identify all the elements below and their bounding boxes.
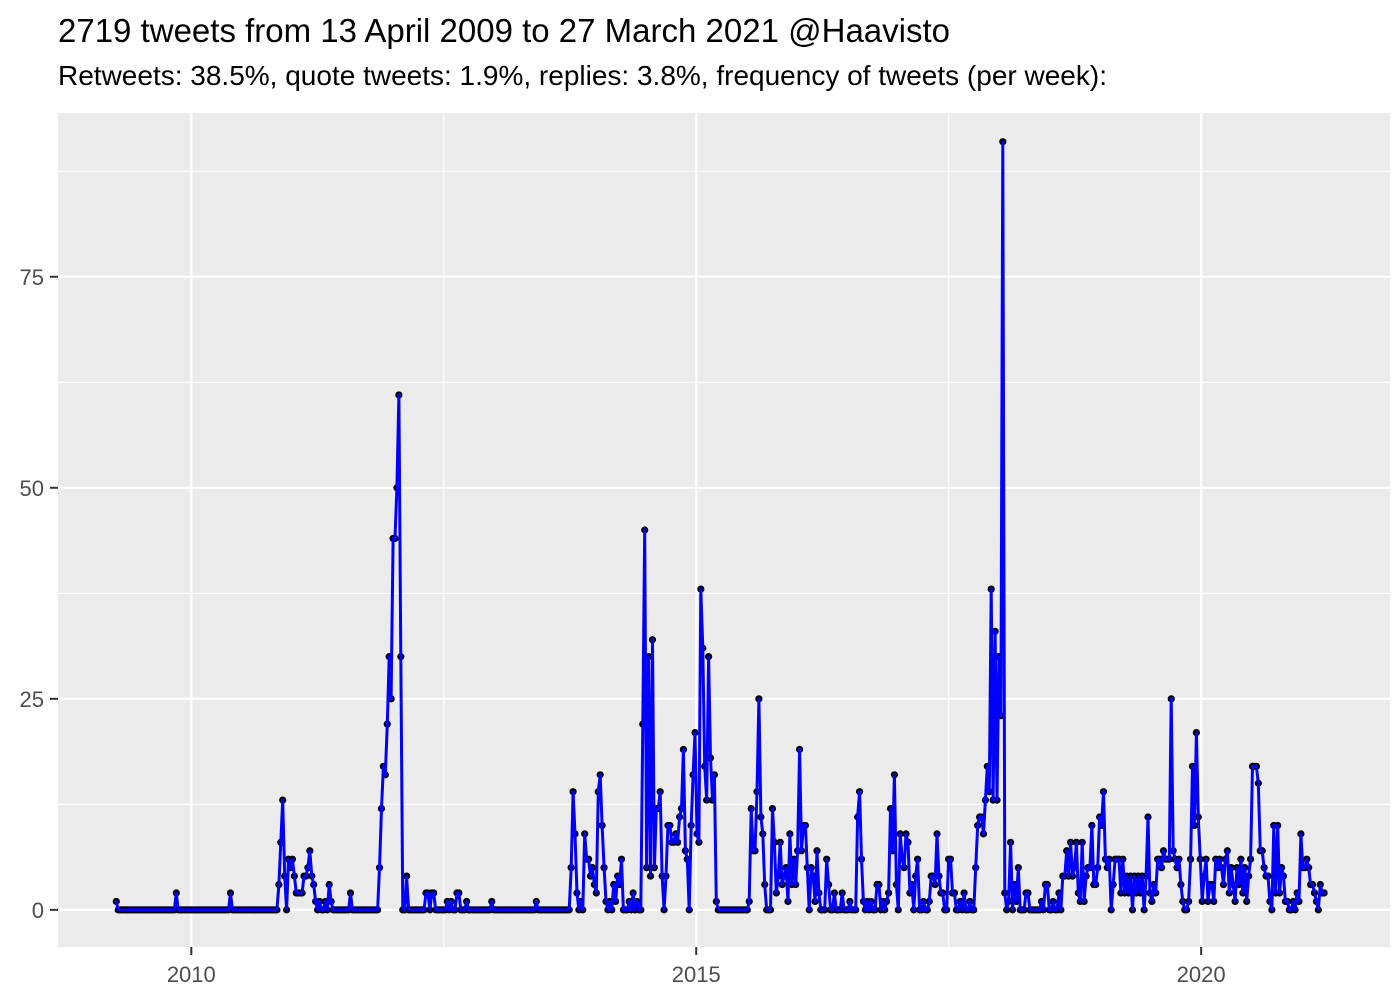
data-line	[114, 140, 1326, 912]
y-tick-label: 75	[20, 265, 44, 290]
x-tick-label: 2015	[672, 962, 721, 987]
y-tick-label: 25	[20, 687, 44, 712]
x-tick-label: 2020	[1177, 962, 1226, 987]
y-tick-label: 50	[20, 476, 44, 501]
chart-subtitle: Retweets: 38.5%, quote tweets: 1.9%, rep…	[58, 60, 1107, 91]
y-tick-label: 0	[32, 898, 44, 923]
plot-panel	[58, 113, 1390, 947]
x-tick-label: 2010	[167, 962, 216, 987]
chart-title: 2719 tweets from 13 April 2009 to 27 Mar…	[58, 12, 950, 49]
